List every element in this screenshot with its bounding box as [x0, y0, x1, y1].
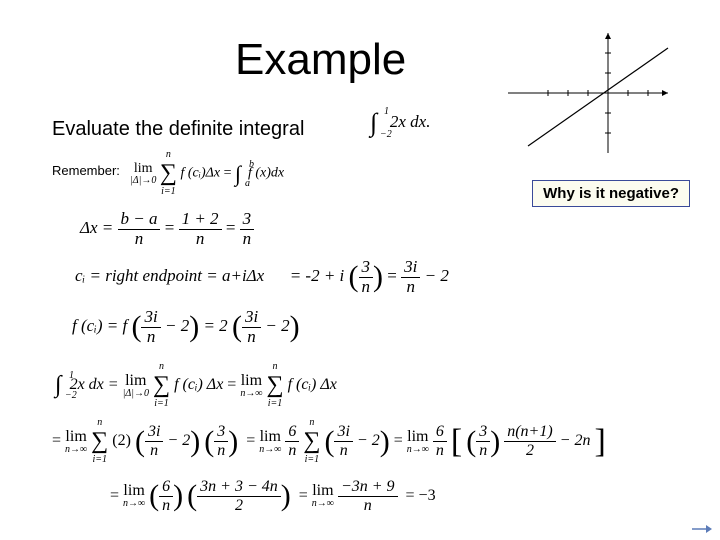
integrand: 2x dx. — [390, 112, 431, 131]
integral-lower: −2 — [380, 129, 392, 140]
step-integral-limit: ∫ −2 1 2x dx = lim|Δ|→0 n∑i=1 f (cᵢ) Δx … — [55, 362, 337, 409]
next-arrow-icon[interactable] — [692, 524, 712, 534]
integral-upper: 1 — [384, 106, 389, 117]
step-result: = limn→∞ (6n) (3n + 3 − 4n2) = limn→∞ −3… — [110, 478, 436, 514]
remember-formula: lim|Δ|→0 n∑i=1 f (cᵢ)Δx = ∫ a b f (x)dx — [130, 150, 284, 197]
page-title: Example — [235, 35, 406, 85]
prompt-text: Evaluate the definite integral — [52, 118, 304, 141]
line-graph — [498, 28, 678, 158]
callout-box: Why is it negative? — [532, 180, 690, 207]
integral-expression: ∫ −2 1 2x dx. — [370, 108, 430, 138]
remember-label: Remember: — [52, 163, 120, 178]
step-ci: cᵢ = right endpoint = a+iΔx = -2 + i (3n… — [75, 258, 449, 296]
step-expand: = limn→∞ n∑i=1 (2) (3in − 2) (3n) = limn… — [52, 418, 606, 465]
step-delta-x: Δx = b − an = 1 + 2n = 3n — [80, 210, 254, 248]
step-fci: f (cᵢ) = f (3in − 2) = 2 (3in − 2) — [72, 308, 300, 346]
